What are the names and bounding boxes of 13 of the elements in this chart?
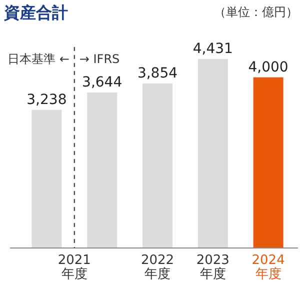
annotation: → IFRS (79, 52, 120, 66)
data-label: 3,644 (82, 74, 122, 90)
chart-title: 資産合計 (3, 3, 68, 22)
data-label: 4,431 (192, 40, 233, 57)
x-tick-label: 2021 年度 (58, 253, 91, 282)
data-label: 4,000 (248, 59, 288, 76)
x-tick-label: 2024 年度 (252, 253, 285, 282)
x-tick-label: 2023 年度 (196, 253, 230, 282)
data-label: 3,238 (26, 92, 67, 108)
data-label: 3,854 (137, 66, 178, 82)
x-tick-label: 2022 年度 (140, 253, 174, 282)
annotation: 日本基準 ← (8, 52, 70, 66)
chart-subtitle: （単位：億円） (214, 5, 298, 19)
